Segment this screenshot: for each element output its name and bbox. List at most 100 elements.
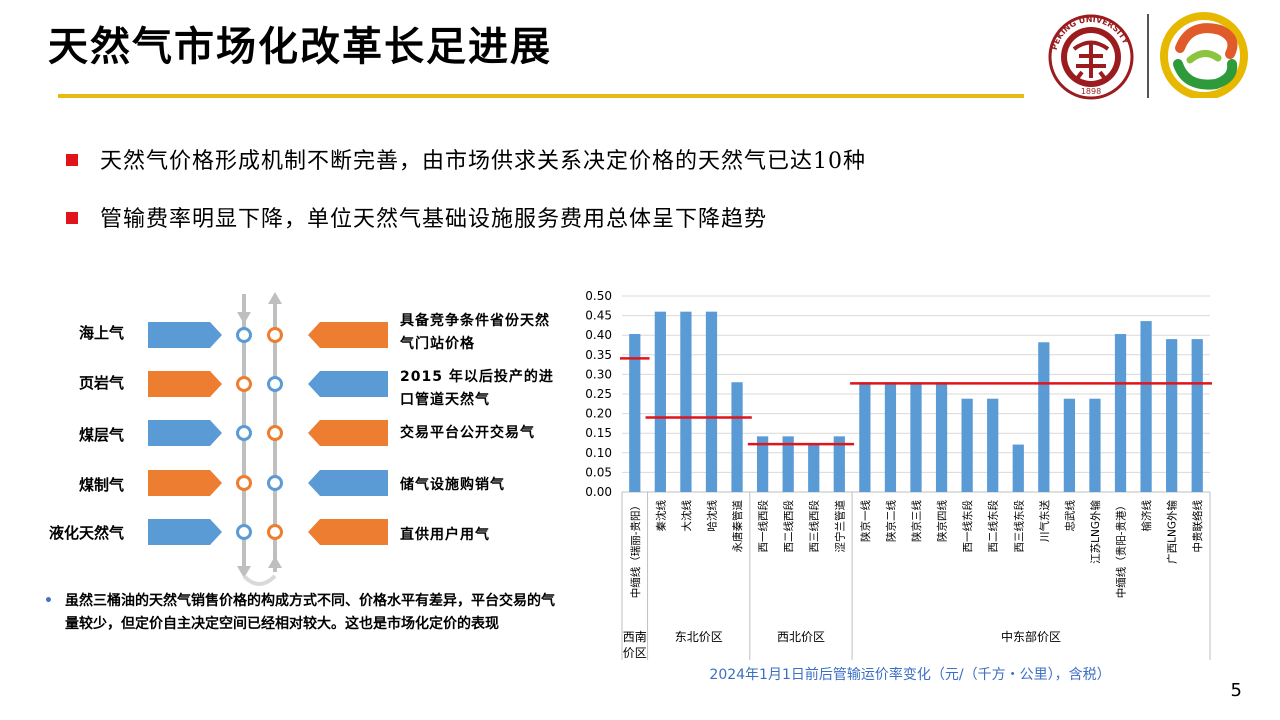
x-tick-label: 陕京二线 [884,500,897,542]
destination-label: 储气设施购销气 [400,477,505,493]
bar [654,311,666,492]
bar [961,398,973,492]
x-tick-label: 中缅线（瑞丽-贵阳） [629,500,642,598]
up-arrowhead [268,292,282,304]
x-tick-label: 中缅线（贵阳-贵港） [1115,500,1128,598]
source-arrow [148,519,222,545]
bar [1012,444,1024,492]
pku-logo: PEKING UNIVERSITY 1898 [1046,14,1136,100]
x-tick-label: 大沈线 [680,500,693,532]
node-circle [236,475,252,491]
bar [756,436,769,492]
bar [910,382,922,492]
bar [782,436,794,492]
institute-logo [1160,12,1250,100]
destination-label: 具备竞争条件省份天然气门站价格 [400,313,550,352]
footnote: • 虽然三桶油的天然气销售价格的构成方式不同、价格水平有差异，平台交易的气量较少，… [44,593,555,632]
bar [1063,398,1076,492]
y-tick-label: 0.25 [585,387,612,401]
x-tick-label: 涩宁兰管道 [833,500,846,553]
group-label: 东北价区 [675,630,723,644]
source-arrow [148,420,222,446]
bar [1114,334,1127,492]
bar [731,382,743,492]
chart-caption: 2024年1月1日前后管输运价率变化（元/（千方・公里），含税） [709,667,1111,683]
x-tick-label: 川气东送 [1038,500,1051,542]
source-label: 煤制气 [78,476,124,494]
x-tick-label: 江苏LNG外输 [1089,500,1102,564]
x-tick-label: 西一线东段 [961,500,974,553]
node-circle [236,425,252,441]
source-label: 液化天然气 [48,524,124,542]
bar [629,334,641,492]
group-label: 西南价区 [623,629,647,660]
y-tick-label: 0.10 [585,446,612,460]
destination-arrow [308,470,388,496]
bar [680,311,692,492]
note-bullet: • [44,593,53,609]
x-tick-label: 西二线东段 [987,500,1000,553]
group-label: 西北价区 [777,630,825,644]
down-arrowhead [237,566,251,578]
node-circle [267,425,283,441]
bar [808,444,820,492]
y-tick-label: 0.35 [585,348,612,362]
bar [1191,339,1203,492]
bullet-transport-rate: 管输费率明显下降，单位天然气基础设施服务费用总体呈下降趋势 [66,201,767,233]
y-tick-label: 0.30 [585,367,612,381]
destination-arrow [308,322,388,348]
x-tick-label: 陕京三线 [910,500,923,542]
source-label: 海上气 [78,324,124,342]
y-tick-label: 0.45 [585,309,612,323]
source-arrow [148,470,222,496]
bullet-pricing-mechanism: 天然气价格形成机制不断完善，由市场供求关系决定价格的天然气已达10种 [66,143,866,175]
bar [1038,342,1050,492]
y-tick-label: 0.40 [585,328,612,342]
x-tick-label: 陕京一线 [859,500,872,542]
node-circle [267,376,283,392]
x-tick-label: 西三线西段 [808,500,821,553]
down-arrowhead-top [237,312,251,324]
bar [833,436,845,492]
node-circle [236,327,252,343]
page-number: 5 [1230,680,1242,701]
bar [1089,398,1101,492]
destination-label: 直供用户用气 [400,527,490,543]
y-tick-label: 0.20 [585,407,612,421]
node-circle [267,475,283,491]
destination-arrow [308,371,388,397]
flow-arrows [148,292,388,586]
bar [987,398,999,492]
destination-arrow [308,519,388,545]
destination-label: 2015 年以后投产的进口管道天然气 [400,369,554,408]
y-tick-label: 0.15 [585,426,612,440]
node-circle [267,524,283,540]
x-tick-label: 忠武线 [1063,500,1076,532]
pku-logo-year: 1898 [1081,87,1101,96]
transport-rate-chart: 0.00 0.05 0.10 0.15 0.20 0.25 0.30 0.35 0.40 0.45… [585,289,1212,660]
bar [1140,321,1152,492]
bar [884,382,897,492]
node-circle [236,524,252,540]
loop-connector [242,574,277,586]
source-label: 页岩气 [78,374,124,392]
up-arrowhead-bottom [268,556,282,568]
x-tick-label: 永唐秦管道 [731,500,744,553]
y-tick-label: 0.05 [585,465,612,479]
logo-divider [1147,14,1149,98]
y-tick-label: 0.50 [585,289,612,303]
x-tick-label: 哈沈线 [705,500,718,532]
x-tick-label: 陕京四线 [936,500,949,542]
bullet-marker [66,154,78,166]
page-title: 天然气市场化改革长足进展 [48,23,552,70]
title-underline [58,94,1024,98]
bar [935,382,948,492]
source-label: 煤层气 [78,426,124,444]
x-tick-label: 西三线东段 [1012,500,1025,553]
bar [1166,339,1178,492]
bar [705,311,718,492]
x-tick-label: 西二线西段 [782,500,795,553]
x-tick-label: 榆济线 [1140,500,1153,532]
destination-arrow [308,420,388,446]
source-arrow [148,322,222,348]
